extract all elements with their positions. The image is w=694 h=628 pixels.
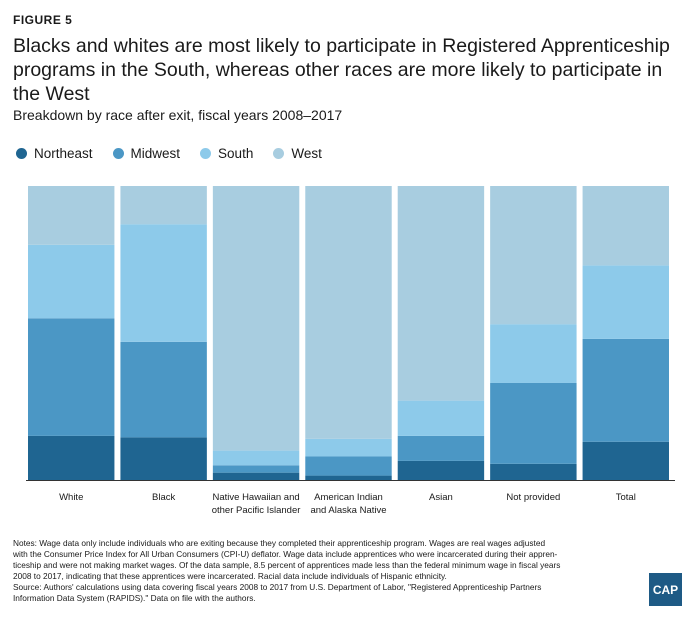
bar-segment-northeast-2 <box>212 472 300 480</box>
bar-segment-south-0 <box>28 244 115 319</box>
bar-segment-west-1 <box>120 186 207 225</box>
notes-line: with the Consumer Price Index for All Ur… <box>13 549 558 559</box>
x-tick-label: Not provided <box>506 492 560 503</box>
bar-segment-midwest-4 <box>397 435 485 461</box>
notes: Notes: Wage data only include individual… <box>13 538 633 604</box>
legend: Northeast Midwest South West <box>16 146 322 161</box>
legend-swatch-south <box>200 148 212 159</box>
bar-segment-midwest-5 <box>490 382 577 464</box>
bar-segment-south-4 <box>397 400 485 436</box>
notes-line: Notes: Wage data only include individual… <box>13 538 546 548</box>
source-line: Information Data System (RAPIDS)." Data … <box>13 593 256 603</box>
bar-segment-midwest-6 <box>582 338 669 442</box>
bar-segment-south-2 <box>212 450 300 466</box>
notes-line: 2008 to 2017, indicating that these appr… <box>13 571 447 581</box>
legend-label-south: South <box>218 146 254 161</box>
legend-swatch-northeast <box>16 148 27 159</box>
x-tick-label: American Indian and Alaska Native <box>310 492 386 516</box>
bar-segment-south-6 <box>582 265 669 339</box>
x-tick-label: Native Hawaiian and other Pacific Islande… <box>212 492 301 516</box>
stacked-bar-chart: White Black Native Hawaiian and other Pacif… <box>26 186 675 516</box>
legend-label-midwest: Midwest <box>130 146 181 161</box>
bar-segment-northeast-6 <box>582 441 669 480</box>
bar-segment-northeast-4 <box>397 460 485 480</box>
bar-segment-west-2 <box>212 186 300 451</box>
bar-segment-west-0 <box>28 186 115 245</box>
x-tick-label: Total <box>616 492 636 503</box>
bar-segment-northeast-5 <box>490 463 577 480</box>
source-line: Source: Authors' calculations using data… <box>13 582 542 592</box>
x-tick-label: Black <box>152 492 175 503</box>
bar-segment-midwest-1 <box>120 341 207 438</box>
bar-segment-northeast-1 <box>120 437 207 480</box>
notes-line: ticeship and were not making market wage… <box>13 560 561 570</box>
bar-segment-midwest-0 <box>28 318 115 436</box>
legend-item-midwest: Midwest <box>112 146 181 161</box>
chart-subtitle: Breakdown by race after exit, fiscal yea… <box>13 107 343 123</box>
chart-title: Blacks and whites are most likely to par… <box>13 35 670 105</box>
bar-segment-northeast-3 <box>305 475 392 480</box>
bar-segment-west-3 <box>305 186 392 439</box>
legend-item-west: West <box>273 146 322 161</box>
legend-label-west: West <box>291 146 322 161</box>
legend-item-south: South <box>200 146 253 161</box>
bar-segment-west-5 <box>490 186 577 325</box>
cap-logo: CAP <box>649 573 682 606</box>
legend-swatch-midwest <box>112 148 124 159</box>
bar-segment-south-3 <box>305 438 392 457</box>
legend-label-northeast: Northeast <box>34 146 93 161</box>
bar-segment-west-4 <box>397 186 485 401</box>
figure-label: FIGURE 5 <box>13 13 73 27</box>
bar-segment-south-5 <box>490 324 577 383</box>
bar-segment-northeast-0 <box>28 435 115 480</box>
x-tick-label: White <box>59 492 83 503</box>
x-tick-label: Asian <box>429 492 453 503</box>
legend-swatch-west <box>273 148 285 159</box>
bar-segment-midwest-2 <box>212 465 300 473</box>
bar-segment-west-6 <box>582 186 669 266</box>
bar-segment-south-1 <box>120 224 207 342</box>
legend-item-northeast: Northeast <box>16 146 93 161</box>
bar-segment-midwest-3 <box>305 456 392 476</box>
